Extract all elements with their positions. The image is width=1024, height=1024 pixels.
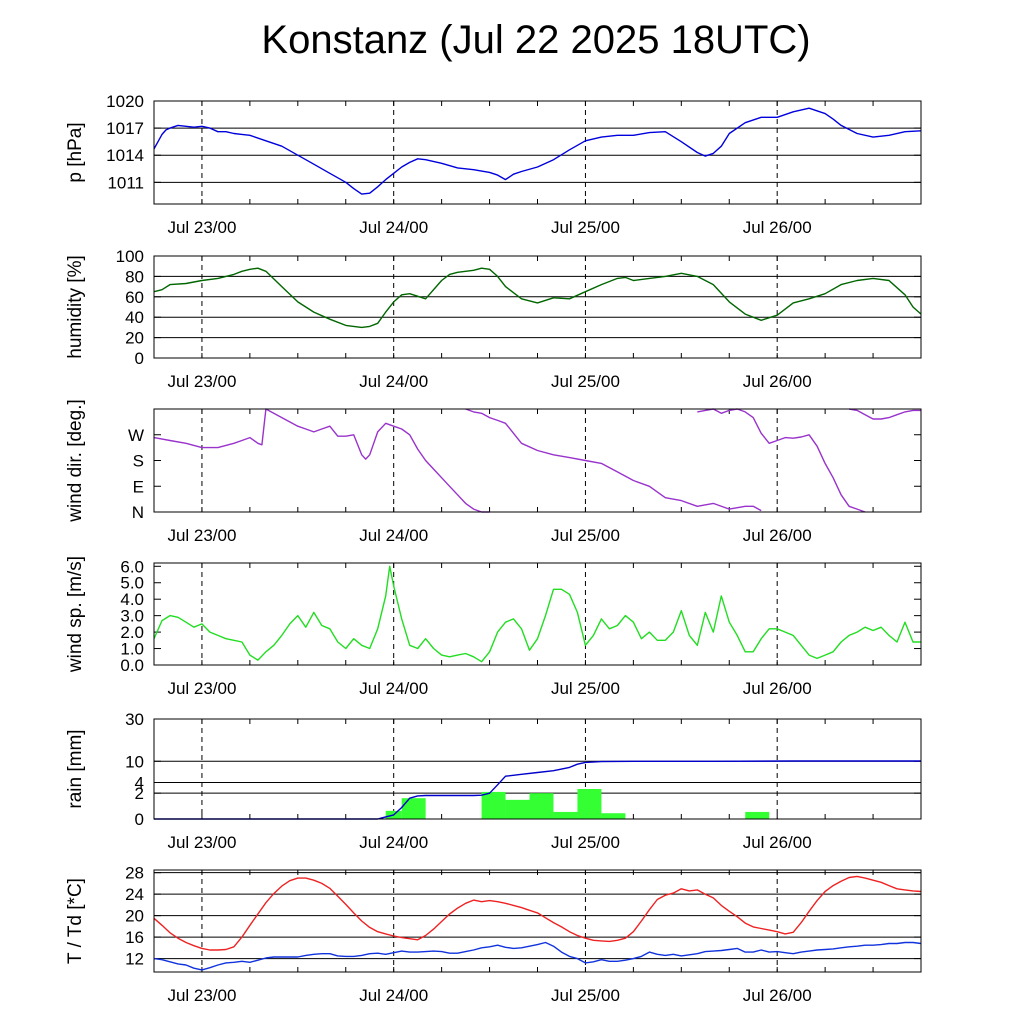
- rain-bar: [481, 791, 506, 819]
- x-tick-label: Jul 24/00: [359, 526, 428, 545]
- y-tick-label: 60: [125, 288, 144, 307]
- series-line: [465, 408, 762, 512]
- y-axis-title: p [hPa]: [65, 122, 86, 182]
- series-line: [153, 941, 922, 971]
- series-line: [153, 408, 490, 513]
- y-tick-label: N: [132, 503, 144, 522]
- y-tick-label: 1020: [106, 92, 144, 111]
- x-tick-label: Jul 23/00: [167, 526, 236, 545]
- y-tick-label: 28: [125, 864, 144, 883]
- x-tick-label: Jul 24/00: [359, 372, 428, 391]
- rain-bar: [505, 799, 530, 819]
- x-tick-label: Jul 23/00: [167, 218, 236, 237]
- series-line: [153, 875, 922, 951]
- panel-1: 1011 1014 1017 1020 Jul 23/00 Jul 24/00 Jul 25…: [65, 92, 922, 237]
- y-axis-title: rain [mm]: [65, 729, 86, 808]
- y-tick-label: 3.0: [120, 607, 144, 626]
- x-tick-label: Jul 24/00: [359, 679, 428, 698]
- y-tick-label: 0: [135, 349, 144, 368]
- series-line: [153, 267, 922, 329]
- y-tick-label: 80: [125, 267, 144, 286]
- y-tick-label: 24: [125, 885, 144, 904]
- rain-bar: [401, 798, 426, 819]
- x-tick-label: Jul 23/00: [167, 372, 236, 391]
- series-line: [154, 760, 921, 820]
- x-tick-label: Jul 26/00: [743, 372, 812, 391]
- x-tick-label: Jul 26/00: [743, 833, 812, 852]
- y-tick-label: 4.0: [120, 590, 144, 609]
- y-tick-label: 6.0: [120, 557, 144, 576]
- y-axis-title: T / Td [*C]: [65, 878, 86, 964]
- series-line: [153, 107, 922, 195]
- y-tick-label: 1.0: [120, 640, 144, 659]
- y-tick-label: 0: [135, 810, 144, 829]
- y-tick-label: 20: [125, 907, 144, 926]
- x-tick-label: Jul 26/00: [743, 218, 812, 237]
- rain-bar: [745, 811, 770, 819]
- x-tick-label: Jul 26/00: [743, 679, 812, 698]
- y-tick-label: 5.0: [120, 574, 144, 593]
- y-tick-label: 30: [125, 710, 144, 729]
- x-tick-label: Jul 24/00: [359, 218, 428, 237]
- y-tick-label: 20: [125, 329, 144, 348]
- y-tick-label: W: [128, 426, 144, 445]
- y-tick-label: 100: [116, 247, 144, 266]
- x-tick-label: Jul 25/00: [551, 372, 620, 391]
- x-tick-label: Jul 24/00: [359, 833, 428, 852]
- x-tick-label: Jul 23/00: [167, 833, 236, 852]
- x-tick-label: Jul 25/00: [551, 833, 620, 852]
- y-tick-label: 40: [125, 308, 144, 327]
- series-line: [697, 408, 866, 513]
- rain-bar: [601, 813, 626, 819]
- plot-frame: [153, 869, 922, 973]
- x-tick-label: Jul 25/00: [551, 986, 620, 1005]
- y-tick-label: 2.0: [120, 623, 144, 642]
- panel-6: 12 16 20 24 28 Jul 23/00 Jul 24/00 Jul 25/00 Jul…: [65, 864, 922, 1005]
- x-tick-label: Jul 24/00: [359, 986, 428, 1005]
- y-tick-label: 2: [135, 784, 144, 803]
- series-line: [153, 565, 921, 663]
- y-tick-label: 1017: [106, 119, 144, 138]
- plot-frame: [153, 100, 922, 205]
- plot-frame: [153, 255, 922, 359]
- y-tick-label: E: [133, 477, 144, 496]
- y-axis-title: wind dir. [deg.]: [65, 399, 86, 523]
- y-tick-label: 12: [125, 950, 144, 969]
- page-title: Konstanz (Jul 22 2025 18UTC): [261, 18, 811, 62]
- rain-bar: [529, 793, 554, 819]
- panel-4: 0.01.02.03.04.05.06.0 Jul 23/00 Jul 24/00 J…: [65, 556, 922, 698]
- x-tick-label: Jul 26/00: [743, 526, 812, 545]
- y-tick-label: 1014: [106, 146, 144, 165]
- x-tick-label: Jul 26/00: [743, 986, 812, 1005]
- y-tick-label: 10: [125, 752, 144, 771]
- x-tick-label: Jul 23/00: [167, 986, 236, 1005]
- y-tick-label: S: [133, 452, 144, 471]
- y-axis-title: humidity [%]: [65, 255, 86, 358]
- rain-bar: [553, 811, 578, 819]
- plot-frame: [153, 562, 922, 666]
- x-tick-label: Jul 25/00: [551, 218, 620, 237]
- plot-frame: [153, 408, 922, 513]
- x-tick-label: Jul 23/00: [167, 679, 236, 698]
- rain-bar: [577, 789, 602, 819]
- panel-5: 0 24 10 30 Jul 23/00 Jul 24/00 Jul 25/00 Jul 26…: [65, 710, 922, 852]
- plot-frame: [153, 718, 922, 820]
- x-tick-label: Jul 25/00: [551, 526, 620, 545]
- y-tick-label: 1011: [107, 173, 144, 192]
- x-tick-label: Jul 25/00: [551, 679, 620, 698]
- series-line: [848, 408, 921, 420]
- y-axis-title: wind sp. [m/s]: [65, 556, 86, 673]
- y-tick-label: 0.0: [120, 656, 144, 675]
- y-tick-label: 4: [135, 773, 144, 792]
- y-tick-label: 16: [125, 928, 144, 947]
